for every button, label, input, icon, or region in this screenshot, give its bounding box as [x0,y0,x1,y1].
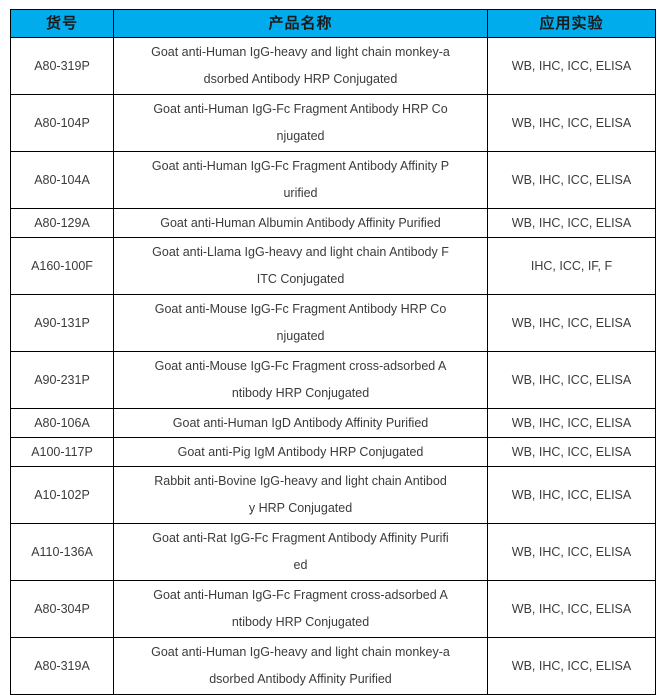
table-body: A80-319P Goat anti-Human IgG-heavy and li… [10,37,656,695]
cell-catalog-number: A100-117P [10,437,114,467]
cell-product-name: Goat anti-Human Albumin Antibody Affinit… [113,208,488,238]
cell-catalog-number: A80-319A [10,637,114,695]
product-name-lines: Goat anti-Human Albumin Antibody Affinit… [114,210,487,237]
cell-product-name: Goat anti-Human IgG-heavy and light chai… [113,637,488,695]
cell-catalog-number: A80-104A [10,151,114,209]
product-name-line: njugated [276,129,325,143]
cell-catalog-number: A160-100F [10,237,114,295]
table-row: A100-117P Goat anti-Pig IgM Antibody HRP … [10,437,656,467]
cell-product-name: Goat anti-Human IgG-Fc Fragment cross-ad… [113,580,488,638]
product-name-line: Goat anti-Mouse IgG-Fc Fragment cross-ad… [154,359,447,373]
column-header-product-name: 产品名称 [113,9,488,38]
product-name-line: Goat anti-Mouse IgG-Fc Fragment Antibody… [154,302,447,316]
cell-catalog-number: A10-102P [10,466,114,524]
cell-application: WB, IHC, ICC, ELISA [487,151,656,209]
product-name-line: ntibody HRP Conjugated [231,615,370,629]
table-header-row: 货号 产品名称 应用实验 [10,9,656,38]
cell-application: WB, IHC, ICC, ELISA [487,94,656,152]
product-name-line: urified [283,186,318,200]
product-name-line: Goat anti-Human IgG-Fc Fragment Antibody… [151,159,450,173]
product-name-lines: Goat anti-Rat IgG-Fc Fragment Antibody A… [114,525,487,579]
table-row: A10-102P Rabbit anti-Bovine IgG-heavy and… [10,466,656,524]
table-row: A80-304P Goat anti-Human IgG-Fc Fragment … [10,580,656,638]
product-name-lines: Goat anti-Pig IgM Antibody HRP Conjugate… [114,439,487,466]
column-header-application: 应用实验 [487,9,656,38]
cell-product-name: Goat anti-Human IgG-Fc Fragment Antibody… [113,94,488,152]
cell-product-name: Goat anti-Human IgG-Fc Fragment Antibody… [113,151,488,209]
product-name-lines: Goat anti-Human IgD Antibody Affinity Pu… [114,410,487,437]
cell-catalog-number: A80-129A [10,208,114,238]
cell-product-name: Goat anti-Rat IgG-Fc Fragment Antibody A… [113,523,488,581]
table-row: A80-319P Goat anti-Human IgG-heavy and li… [10,37,656,95]
cell-product-name: Rabbit anti-Bovine IgG-heavy and light c… [113,466,488,524]
cell-product-name: Goat anti-Mouse IgG-Fc Fragment cross-ad… [113,351,488,409]
cell-application: WB, IHC, ICC, ELISA [487,580,656,638]
column-header-catalog: 货号 [10,9,114,38]
table-row: A110-136A Goat anti-Rat IgG-Fc Fragment A… [10,523,656,581]
cell-catalog-number: A90-131P [10,294,114,352]
cell-application: WB, IHC, ICC, ELISA [487,208,656,238]
table-row: A80-104P Goat anti-Human IgG-Fc Fragment … [10,94,656,152]
product-name-line: Goat anti-Pig IgM Antibody HRP Conjugate… [177,444,424,459]
cell-product-name: Goat anti-Human IgG-heavy and light chai… [113,37,488,95]
product-name-line: dsorbed Antibody HRP Conjugated [203,72,398,86]
product-name-line: ed [293,558,308,572]
product-name-line: Goat anti-Human IgG-Fc Fragment cross-ad… [153,588,448,602]
cell-product-name: Goat anti-Llama IgG-heavy and light chai… [113,237,488,295]
product-name-lines: Goat anti-Human IgG-Fc Fragment Antibody… [114,153,487,207]
cell-application: WB, IHC, ICC, ELISA [487,637,656,695]
product-name-lines: Goat anti-Mouse IgG-Fc Fragment cross-ad… [114,353,487,407]
cell-application: WB, IHC, ICC, ELISA [487,437,656,467]
product-name-lines: Rabbit anti-Bovine IgG-heavy and light c… [114,468,487,522]
product-name-line: Goat anti-Human IgG-heavy and light chai… [151,45,450,59]
cell-application: IHC, ICC, IF, F [487,237,656,295]
table-row: A160-100F Goat anti-Llama IgG-heavy and l… [10,237,656,295]
product-name-line: Rabbit anti-Bovine IgG-heavy and light c… [154,474,447,488]
product-name-lines: Goat anti-Llama IgG-heavy and light chai… [114,239,487,293]
product-name-lines: Goat anti-Human IgG-Fc Fragment cross-ad… [114,582,487,636]
cell-application: WB, IHC, ICC, ELISA [487,37,656,95]
cell-application: WB, IHC, ICC, ELISA [487,466,656,524]
cell-application: WB, IHC, ICC, ELISA [487,523,656,581]
table-row: A80-106A Goat anti-Human IgD Antibody Aff… [10,408,656,438]
table-row: A90-131P Goat anti-Mouse IgG-Fc Fragment … [10,294,656,352]
product-name-line: Goat anti-Human IgD Antibody Affinity Pu… [172,415,429,430]
product-name-line: Goat anti-Human Albumin Antibody Affinit… [160,215,441,230]
cell-application: WB, IHC, ICC, ELISA [487,408,656,438]
cell-catalog-number: A80-319P [10,37,114,95]
product-name-lines: Goat anti-Human IgG-heavy and light chai… [114,639,487,693]
product-name-lines: Goat anti-Human IgG-heavy and light chai… [114,39,487,93]
product-name-line: Goat anti-Rat IgG-Fc Fragment Antibody A… [152,531,449,545]
table-header: 货号 产品名称 应用实验 [10,9,656,38]
table-row: A80-104A Goat anti-Human IgG-Fc Fragment … [10,151,656,209]
cell-catalog-number: A80-106A [10,408,114,438]
cell-catalog-number: A110-136A [10,523,114,581]
product-name-line: Goat anti-Llama IgG-heavy and light chai… [152,245,449,259]
page-root: 货号 产品名称 应用实验 A80-319P Goat anti-Human IgG… [10,9,656,695]
product-name-line: Goat anti-Human IgG-Fc Fragment Antibody… [153,102,448,116]
table-row: A90-231P Goat anti-Mouse IgG-Fc Fragment … [10,351,656,409]
table-row: A80-319A Goat anti-Human IgG-heavy and li… [10,637,656,695]
product-name-line: dsorbed Antibody Affinity Purified [209,672,392,686]
product-table-container: 货号 产品名称 应用实验 A80-319P Goat anti-Human IgG… [10,9,656,695]
cell-catalog-number: A90-231P [10,351,114,409]
cell-product-name: Goat anti-Pig IgM Antibody HRP Conjugate… [113,437,488,467]
product-name-line: Goat anti-Human IgG-heavy and light chai… [151,645,450,659]
product-name-lines: Goat anti-Mouse IgG-Fc Fragment Antibody… [114,296,487,350]
cell-catalog-number: A80-304P [10,580,114,638]
cell-catalog-number: A80-104P [10,94,114,152]
cell-application: WB, IHC, ICC, ELISA [487,294,656,352]
product-name-line: ntibody HRP Conjugated [231,386,370,400]
cell-product-name: Goat anti-Mouse IgG-Fc Fragment Antibody… [113,294,488,352]
product-name-line: ITC Conjugated [256,272,345,286]
product-name-lines: Goat anti-Human IgG-Fc Fragment Antibody… [114,96,487,150]
product-name-line: y HRP Conjugated [248,501,353,515]
product-table: 货号 产品名称 应用实验 A80-319P Goat anti-Human IgG… [10,9,656,695]
cell-application: WB, IHC, ICC, ELISA [487,351,656,409]
cell-product-name: Goat anti-Human IgD Antibody Affinity Pu… [113,408,488,438]
table-row: A80-129A Goat anti-Human Albumin Antibody… [10,208,656,238]
product-name-line: njugated [276,329,325,343]
